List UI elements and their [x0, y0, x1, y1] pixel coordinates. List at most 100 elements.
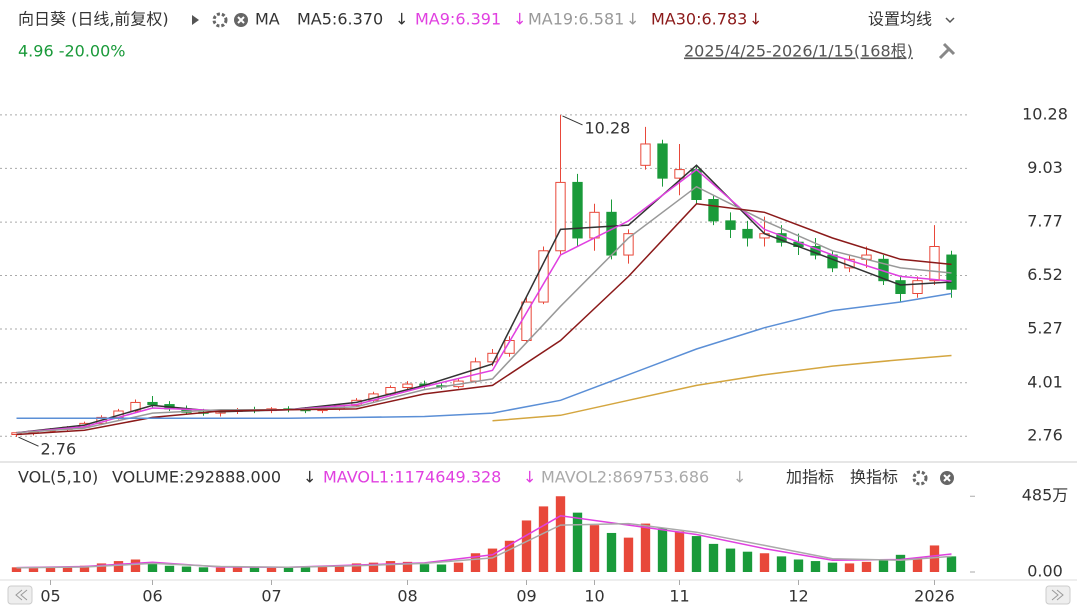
close-icon[interactable]	[234, 13, 248, 27]
x-tick-label: 11	[669, 587, 689, 606]
volume-legend-entry: MAVOL2:869753.686	[541, 468, 709, 487]
volume-bar	[164, 565, 175, 572]
volume-bar	[266, 567, 277, 572]
y-tick-label: 9.03	[1027, 158, 1063, 177]
x-tick-label: 05	[40, 587, 60, 606]
volume-bar	[334, 565, 345, 572]
change-label: 4.96 -20.00%	[18, 42, 126, 61]
volume-bar	[861, 561, 872, 572]
candle-body	[538, 250, 549, 303]
volume-bar	[640, 523, 651, 572]
x-tick-label: 09	[516, 587, 536, 606]
volume-bar	[742, 551, 753, 572]
volume-bar	[453, 562, 464, 572]
volume-bar	[419, 564, 430, 572]
volume-bar	[402, 561, 413, 572]
volume-bar	[130, 559, 141, 572]
volume-bar	[283, 567, 294, 572]
legend-trend: ↓	[513, 10, 526, 29]
volume-bar	[385, 561, 396, 572]
volume-bar	[912, 557, 923, 572]
volume-bar	[198, 567, 209, 572]
ma-line	[16, 203, 952, 436]
ma-label: MA	[255, 10, 280, 29]
ma-line	[492, 354, 952, 422]
volume-bar	[691, 536, 702, 572]
candle-body	[827, 254, 838, 269]
ma-line	[16, 292, 952, 420]
ma-line	[16, 185, 952, 434]
legend-entry: MA30:6.783	[651, 10, 747, 29]
volume-bar	[538, 506, 549, 572]
dropdown-icon[interactable]	[945, 17, 955, 24]
range-label[interactable]: 2025/4/25-2026/1/15(168根)	[684, 42, 913, 61]
candle-body	[606, 211, 617, 256]
expand-icon[interactable]	[192, 15, 199, 25]
volume-bar	[11, 567, 22, 572]
annotation-label: 10.28	[585, 118, 631, 137]
volume-legend-trend: ↓	[523, 468, 536, 487]
volume-bar	[657, 528, 668, 572]
volume-bar	[487, 548, 498, 572]
pin-icon[interactable]	[938, 42, 956, 60]
ma-line	[16, 168, 952, 434]
volume-bar	[793, 559, 804, 572]
candle-body	[708, 199, 719, 222]
volume-tick-label: 485万	[1022, 486, 1069, 505]
y-tick-label: 2.76	[1027, 426, 1063, 445]
candle-body	[487, 352, 498, 363]
settings-button[interactable]: 设置均线	[868, 10, 932, 29]
volume-bar	[555, 496, 566, 572]
volume-bar	[589, 525, 600, 572]
stock-title: 向日葵 (日线,前复权)	[18, 10, 169, 29]
candle-body	[589, 211, 600, 239]
candle-body	[742, 228, 753, 239]
volume-bar	[96, 563, 107, 572]
volume-bar	[878, 559, 889, 572]
candle-body	[912, 280, 923, 294]
volume-bar	[504, 540, 515, 572]
legend-trend: ↓	[626, 10, 639, 29]
volume-bar	[674, 531, 685, 572]
annotation-arrow	[562, 115, 583, 126]
candle-body	[691, 169, 702, 201]
gear-icon[interactable]	[912, 470, 928, 486]
close-icon[interactable]	[940, 471, 954, 485]
legend-trend: ↓	[395, 10, 408, 29]
volume-bar	[79, 565, 90, 572]
gear-icon[interactable]	[212, 12, 228, 28]
volume-bar	[946, 556, 957, 572]
volume-bar	[317, 567, 328, 572]
candle-body	[572, 181, 583, 239]
volume-bar	[232, 567, 243, 572]
volume-bar	[606, 532, 617, 572]
legend-entry: MA5:6.370	[297, 10, 383, 29]
volume-bar	[62, 567, 73, 572]
switch-indicator[interactable]: 换指标	[850, 468, 898, 487]
x-tick-label: 07	[261, 587, 281, 606]
x-tick-label: 12	[788, 587, 808, 606]
volume-bar	[929, 545, 940, 572]
scroll-left[interactable]	[7, 585, 33, 605]
x-tick-label: 10	[584, 587, 604, 606]
volume-trend: ↓	[303, 468, 316, 487]
mavol-line	[16, 522, 952, 569]
volume-tick-label: 0.00	[1027, 562, 1063, 581]
scroll-right[interactable]	[1045, 585, 1071, 605]
candle-body	[674, 169, 685, 179]
x-tick-label: 06	[142, 587, 162, 606]
add-indicator[interactable]: 加指标	[786, 468, 834, 487]
legend-trend: ↓	[749, 10, 762, 29]
volume-bar	[623, 537, 634, 572]
volume-bar	[844, 563, 855, 572]
volume-bar	[368, 562, 379, 572]
legend-entry: MA9:6.391	[415, 10, 501, 29]
candle-body	[623, 233, 634, 256]
volume-bar	[725, 548, 736, 572]
annotation-arrow	[18, 436, 39, 447]
volume-bar	[572, 512, 583, 572]
candle-body	[402, 383, 413, 388]
y-tick-label: 7.77	[1027, 212, 1063, 231]
